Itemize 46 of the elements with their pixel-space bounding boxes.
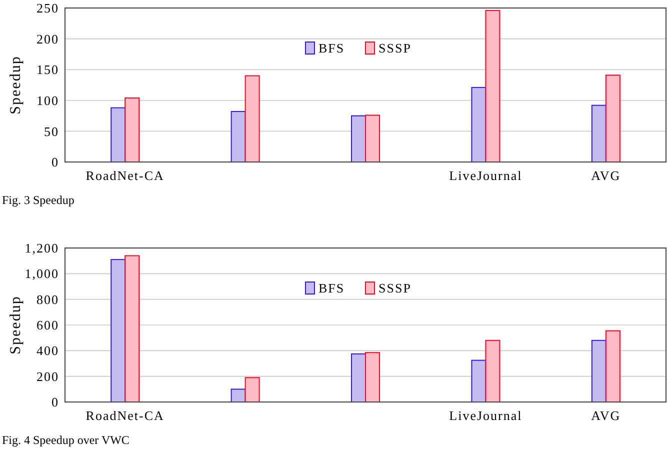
bar [591,340,606,402]
bar [351,353,366,402]
bar [485,10,500,162]
y-tick-label: 0 [52,394,59,410]
y-tick-label: 1,200 [24,240,59,256]
bar [471,86,486,162]
x-tick-label: RoadNet-CA [86,408,164,423]
bar [110,259,126,402]
y-tick-label: 200 [36,31,59,46]
bar [110,107,126,162]
y-axis-title: Speedup [8,56,24,114]
y-tick-label: 50 [44,124,59,139]
y-tick-label: 150 [36,62,59,78]
x-tick-label: AVG [591,168,621,183]
x-tick-label: LiveJournal [449,168,522,183]
caption: Fig. 3 Speedup [2,193,74,207]
bar [244,377,260,402]
legend-label: BFS [318,280,345,296]
y-tick-label: 0 [52,154,59,170]
bar [471,360,486,402]
legend-label: SSSP [378,40,412,56]
bar [365,114,380,162]
y-tick-label: 400 [36,343,59,358]
y-tick-label: 200 [36,368,59,384]
bar [124,255,140,402]
bar [124,97,140,162]
bar [244,75,260,162]
y-tick-label: 100 [36,92,59,108]
y-tick-label: 600 [36,318,59,333]
y-tick-label: 800 [36,292,59,307]
legend-label: SSSP [378,280,412,296]
caption: Fig. 4 Speedup over VWC [2,433,130,447]
x-tick-label: RoadNet-CA [86,168,164,183]
bar [365,352,380,402]
x-tick-label: LiveJournal [449,408,522,423]
bar [605,74,620,162]
bar [591,104,606,162]
legend-label: BFS [318,40,345,56]
x-tick-label: AVG [591,408,621,423]
bar [230,110,246,162]
bar [485,340,500,402]
y-tick-label: 250 [36,0,59,16]
y-tick-label: 1,000 [24,266,59,282]
y-axis-title: Speedup [8,296,24,354]
bar [605,330,620,402]
bar [351,115,366,162]
